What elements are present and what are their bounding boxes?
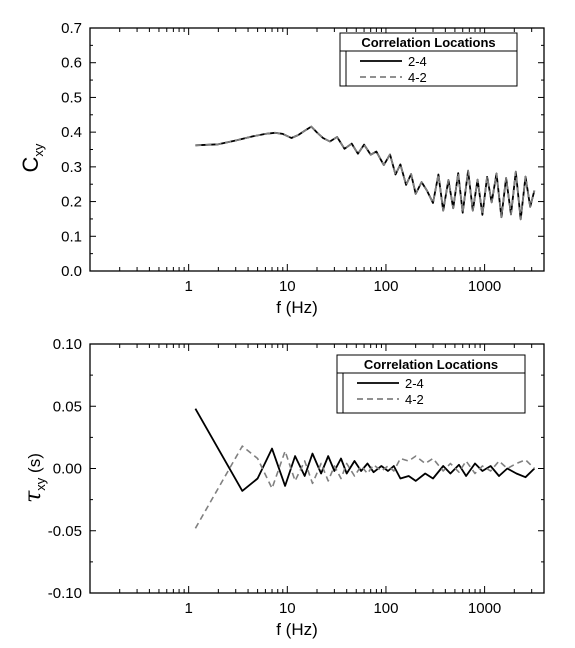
legend-box xyxy=(339,32,518,87)
y-tick-label: -0.05 xyxy=(48,523,82,540)
series-line-2-4 xyxy=(194,408,536,492)
y-axis-label: τxy (s) xyxy=(21,453,48,503)
x-tick-label: 1000 xyxy=(468,278,501,295)
y-axis-label: Cxy xyxy=(18,143,46,172)
y-axis-label-symbol: C xyxy=(18,156,43,172)
y-tick-label: 0.0 xyxy=(61,263,82,280)
y-tick-label: -0.10 xyxy=(48,585,82,602)
y-tick-label: 0.3 xyxy=(61,159,82,176)
y-axis-label-symbol: τ xyxy=(21,490,46,503)
time-delay-chart: 1 10 100 1000 -0.10 -0.05 0.00 0.05 0.10 f (Hz) τx… xyxy=(21,336,545,639)
x-tick-label: 100 xyxy=(373,278,398,295)
legend-title: Correlation Locations xyxy=(364,357,498,372)
series-line-2-4 xyxy=(195,125,536,221)
series-line-4-2 xyxy=(194,445,535,529)
x-tick-label: 100 xyxy=(373,600,398,617)
series-line-4-2 xyxy=(195,125,536,221)
x-tick-label: 10 xyxy=(279,600,296,617)
x-tick-label: 1000 xyxy=(468,600,501,617)
coherence-chart: 1 10 100 1000 0.0 0.1 0.2 0.3 0.4 0.5 0.6 0.7 f (Hz)… xyxy=(18,20,545,317)
y-tick-label: 0.5 xyxy=(61,89,82,106)
y-tick-label: 0.00 xyxy=(53,461,82,478)
x-tick-label: 10 xyxy=(279,278,296,295)
legend-entry-label: 4-2 xyxy=(408,70,427,85)
x-axis-label: f (Hz) xyxy=(276,298,318,317)
y-axis-label-subscript: xy xyxy=(33,477,48,491)
legend-box xyxy=(336,354,526,414)
legend-entry-label: 2-4 xyxy=(405,376,424,391)
x-tick-label: 1 xyxy=(184,600,192,617)
x-tick-label: 1 xyxy=(184,278,192,295)
legend-entry-label: 4-2 xyxy=(405,392,424,407)
x-axis-label: f (Hz) xyxy=(276,620,318,639)
y-tick-label: 0.05 xyxy=(53,398,82,415)
y-tick-label: 0.2 xyxy=(61,194,82,211)
y-axis-label-unit: (s) xyxy=(25,453,44,478)
y-tick-label: 0.6 xyxy=(61,55,82,72)
y-axis-label-subscript: xy xyxy=(31,143,46,157)
y-tick-label: 0.1 xyxy=(61,228,82,245)
legend-entry-label: 2-4 xyxy=(408,54,427,69)
y-tick-label: 0.7 xyxy=(61,20,82,37)
y-tick-label: 0.4 xyxy=(61,124,82,141)
legend-title: Correlation Locations xyxy=(361,35,495,50)
y-tick-label: 0.10 xyxy=(53,336,82,353)
